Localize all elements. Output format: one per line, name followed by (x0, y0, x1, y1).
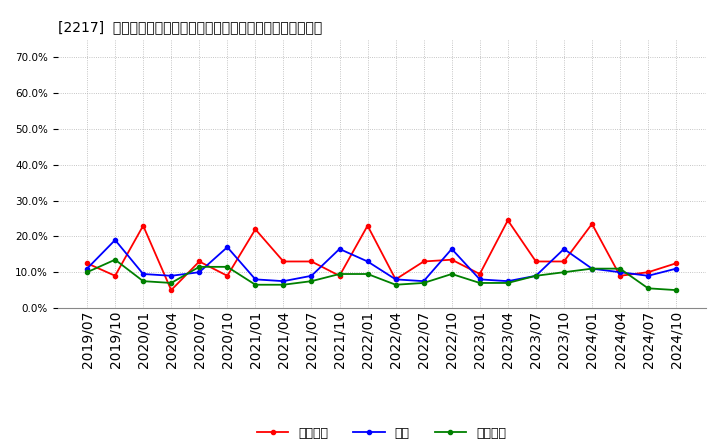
在庫 (223, 245, 232, 250)
買入債務 (139, 279, 148, 284)
買入債務 (531, 273, 540, 279)
在庫 (195, 270, 204, 275)
買入債務 (307, 279, 316, 284)
買入債務 (279, 282, 288, 287)
売上債権 (503, 218, 512, 223)
売上債権 (531, 259, 540, 264)
売上債権 (279, 259, 288, 264)
売上債権 (336, 273, 344, 279)
売上債権 (419, 259, 428, 264)
在庫 (475, 277, 484, 282)
Line: 買入債務: 買入債務 (85, 257, 678, 292)
売上債権 (307, 259, 316, 264)
在庫 (364, 259, 372, 264)
Line: 売上債権: 売上債権 (85, 218, 678, 292)
買入債務 (559, 270, 568, 275)
売上債権 (559, 259, 568, 264)
在庫 (139, 271, 148, 277)
買入債務 (195, 264, 204, 269)
売上債権 (251, 227, 260, 232)
Legend: 売上債権, 在庫, 買入債務: 売上債権, 在庫, 買入債務 (257, 427, 506, 440)
Text: [2217]  売上債権、在庫、買入債務の総資産に対する比率の推移: [2217] 売上債権、在庫、買入債務の総資産に対する比率の推移 (58, 20, 322, 34)
在庫 (447, 246, 456, 252)
売上債権 (616, 273, 624, 279)
買入債務 (419, 280, 428, 286)
売上債権 (167, 287, 176, 293)
在庫 (83, 266, 91, 271)
買入債務 (644, 286, 652, 291)
買入債務 (223, 264, 232, 269)
買入債務 (672, 287, 680, 293)
買入債務 (616, 266, 624, 271)
売上債権 (447, 257, 456, 262)
在庫 (531, 273, 540, 279)
買入債務 (83, 270, 91, 275)
在庫 (336, 246, 344, 252)
在庫 (391, 277, 400, 282)
在庫 (644, 273, 652, 279)
買入債務 (503, 280, 512, 286)
買入債務 (336, 271, 344, 277)
在庫 (307, 273, 316, 279)
買入債務 (167, 280, 176, 286)
Line: 在庫: 在庫 (85, 238, 678, 283)
在庫 (503, 279, 512, 284)
売上債権 (111, 273, 120, 279)
売上債権 (644, 270, 652, 275)
買入債務 (588, 266, 596, 271)
買入債務 (251, 282, 260, 287)
売上債権 (364, 223, 372, 228)
売上債権 (588, 221, 596, 227)
買入債務 (111, 257, 120, 262)
在庫 (167, 273, 176, 279)
在庫 (672, 266, 680, 271)
在庫 (588, 266, 596, 271)
売上債権 (139, 223, 148, 228)
買入債務 (447, 271, 456, 277)
在庫 (279, 279, 288, 284)
買入債務 (391, 282, 400, 287)
売上債権 (475, 271, 484, 277)
売上債権 (672, 260, 680, 266)
在庫 (616, 270, 624, 275)
売上債権 (195, 259, 204, 264)
在庫 (251, 277, 260, 282)
在庫 (419, 279, 428, 284)
在庫 (559, 246, 568, 252)
買入債務 (475, 280, 484, 286)
売上債権 (391, 277, 400, 282)
売上債権 (223, 273, 232, 279)
在庫 (111, 237, 120, 242)
売上債権 (83, 260, 91, 266)
買入債務 (364, 271, 372, 277)
